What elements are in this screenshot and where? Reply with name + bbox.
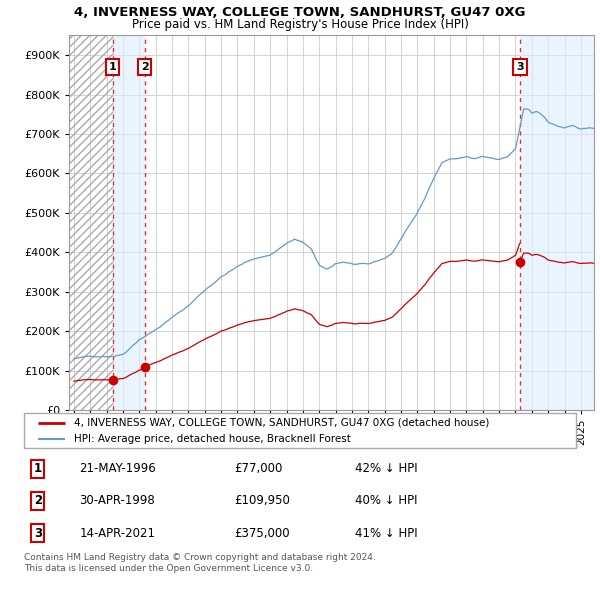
Text: 14-APR-2021: 14-APR-2021 [79, 527, 155, 540]
Bar [69, 35, 113, 410]
Text: 3: 3 [516, 62, 524, 72]
Bar [520, 35, 594, 410]
Text: 40% ↓ HPI: 40% ↓ HPI [355, 494, 418, 507]
Text: £109,950: £109,950 [234, 494, 290, 507]
Text: 3: 3 [34, 527, 42, 540]
Text: Price paid vs. HM Land Registry's House Price Index (HPI): Price paid vs. HM Land Registry's House … [131, 18, 469, 31]
Text: 2: 2 [34, 494, 42, 507]
Text: £77,000: £77,000 [234, 463, 282, 476]
FancyBboxPatch shape [24, 413, 576, 448]
Text: 42% ↓ HPI: 42% ↓ HPI [355, 463, 418, 476]
Text: 1: 1 [109, 62, 117, 72]
Text: £375,000: £375,000 [234, 527, 289, 540]
Text: 21-MAY-1996: 21-MAY-1996 [79, 463, 156, 476]
Text: HPI: Average price, detached house, Bracknell Forest: HPI: Average price, detached house, Brac… [74, 434, 350, 444]
Text: 41% ↓ HPI: 41% ↓ HPI [355, 527, 418, 540]
Text: 2: 2 [141, 62, 149, 72]
Text: 1: 1 [34, 463, 42, 476]
Text: Contains HM Land Registry data © Crown copyright and database right 2024.
This d: Contains HM Land Registry data © Crown c… [24, 553, 376, 573]
Bar [113, 35, 145, 410]
Text: 4, INVERNESS WAY, COLLEGE TOWN, SANDHURST, GU47 0XG: 4, INVERNESS WAY, COLLEGE TOWN, SANDHURS… [74, 6, 526, 19]
Text: 4, INVERNESS WAY, COLLEGE TOWN, SANDHURST, GU47 0XG (detached house): 4, INVERNESS WAY, COLLEGE TOWN, SANDHURS… [74, 418, 489, 428]
Text: 30-APR-1998: 30-APR-1998 [79, 494, 155, 507]
